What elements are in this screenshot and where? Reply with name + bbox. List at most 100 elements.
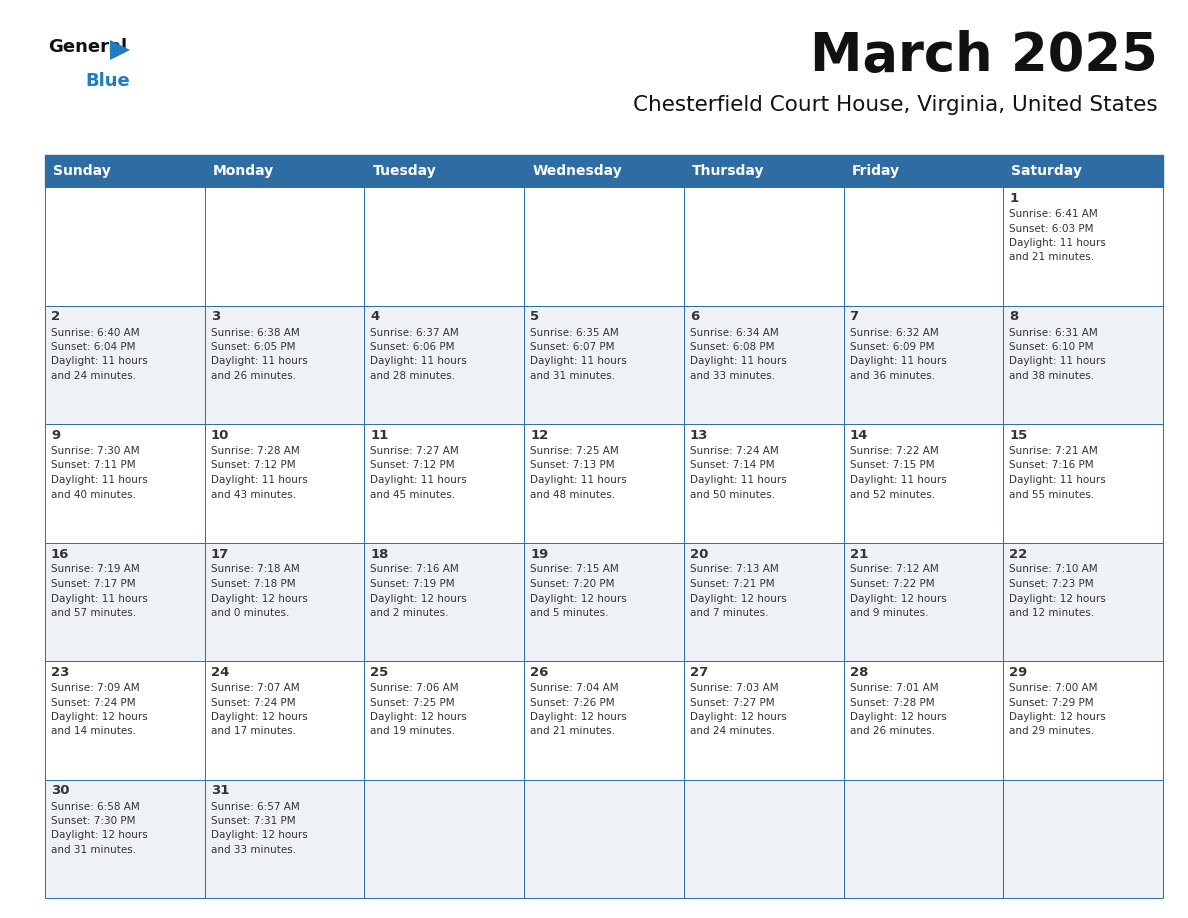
Text: Sunset: 7:18 PM: Sunset: 7:18 PM bbox=[210, 579, 296, 589]
Text: 10: 10 bbox=[210, 429, 229, 442]
Text: and 50 minutes.: and 50 minutes. bbox=[690, 489, 775, 499]
Bar bbox=[843, 424, 1004, 543]
Text: and 48 minutes.: and 48 minutes. bbox=[530, 489, 615, 499]
Text: and 57 minutes.: and 57 minutes. bbox=[51, 608, 137, 618]
Bar bbox=[204, 187, 365, 306]
Text: Sunrise: 7:21 AM: Sunrise: 7:21 AM bbox=[1010, 446, 1098, 456]
Text: Sunrise: 6:37 AM: Sunrise: 6:37 AM bbox=[371, 328, 460, 338]
Text: Sunrise: 6:31 AM: Sunrise: 6:31 AM bbox=[1010, 328, 1098, 338]
Text: Sunrise: 7:01 AM: Sunrise: 7:01 AM bbox=[849, 683, 939, 693]
Text: Sunrise: 7:30 AM: Sunrise: 7:30 AM bbox=[51, 446, 140, 456]
Text: Daylight: 11 hours: Daylight: 11 hours bbox=[530, 475, 627, 485]
Bar bbox=[684, 779, 843, 898]
Text: 28: 28 bbox=[849, 666, 868, 679]
Text: Sunset: 6:08 PM: Sunset: 6:08 PM bbox=[690, 342, 775, 352]
Text: Sunset: 7:16 PM: Sunset: 7:16 PM bbox=[1010, 461, 1094, 471]
Text: Sunset: 7:21 PM: Sunset: 7:21 PM bbox=[690, 579, 775, 589]
Text: Sunrise: 6:32 AM: Sunrise: 6:32 AM bbox=[849, 328, 939, 338]
Text: 11: 11 bbox=[371, 429, 388, 442]
Text: Sunday: Sunday bbox=[53, 164, 110, 178]
Bar bbox=[684, 187, 843, 306]
Text: Sunset: 7:17 PM: Sunset: 7:17 PM bbox=[51, 579, 135, 589]
Bar bbox=[843, 155, 1004, 187]
Text: and 43 minutes.: and 43 minutes. bbox=[210, 489, 296, 499]
Text: 19: 19 bbox=[530, 547, 549, 561]
Text: Sunrise: 6:34 AM: Sunrise: 6:34 AM bbox=[690, 328, 778, 338]
Text: Sunrise: 7:00 AM: Sunrise: 7:00 AM bbox=[1010, 683, 1098, 693]
Text: Blue: Blue bbox=[86, 72, 129, 90]
Text: and 33 minutes.: and 33 minutes. bbox=[690, 371, 775, 381]
Bar bbox=[524, 424, 684, 543]
Text: 12: 12 bbox=[530, 429, 549, 442]
Text: Sunset: 6:10 PM: Sunset: 6:10 PM bbox=[1010, 342, 1094, 352]
Bar bbox=[524, 661, 684, 779]
Polygon shape bbox=[110, 40, 129, 60]
Text: and 52 minutes.: and 52 minutes. bbox=[849, 489, 935, 499]
Text: 31: 31 bbox=[210, 785, 229, 798]
Text: 26: 26 bbox=[530, 666, 549, 679]
Bar bbox=[684, 306, 843, 424]
Text: Sunrise: 7:16 AM: Sunrise: 7:16 AM bbox=[371, 565, 460, 575]
Text: and 24 minutes.: and 24 minutes. bbox=[690, 726, 775, 736]
Text: 7: 7 bbox=[849, 310, 859, 323]
Bar bbox=[45, 187, 204, 306]
Text: Sunset: 6:05 PM: Sunset: 6:05 PM bbox=[210, 342, 295, 352]
Bar bbox=[843, 543, 1004, 661]
Bar bbox=[843, 661, 1004, 779]
Text: Sunrise: 7:27 AM: Sunrise: 7:27 AM bbox=[371, 446, 460, 456]
Text: and 19 minutes.: and 19 minutes. bbox=[371, 726, 455, 736]
Text: Sunset: 7:20 PM: Sunset: 7:20 PM bbox=[530, 579, 614, 589]
Bar bbox=[1004, 187, 1163, 306]
Text: Sunset: 7:14 PM: Sunset: 7:14 PM bbox=[690, 461, 775, 471]
Text: Daylight: 12 hours: Daylight: 12 hours bbox=[51, 831, 147, 841]
Text: Sunset: 7:13 PM: Sunset: 7:13 PM bbox=[530, 461, 614, 471]
Text: 27: 27 bbox=[690, 666, 708, 679]
Text: and 9 minutes.: and 9 minutes. bbox=[849, 608, 928, 618]
Text: Sunrise: 7:28 AM: Sunrise: 7:28 AM bbox=[210, 446, 299, 456]
Text: 3: 3 bbox=[210, 310, 220, 323]
Bar bbox=[365, 779, 524, 898]
Bar bbox=[45, 155, 204, 187]
Bar bbox=[1004, 779, 1163, 898]
Text: 22: 22 bbox=[1010, 547, 1028, 561]
Bar bbox=[684, 424, 843, 543]
Text: and 24 minutes.: and 24 minutes. bbox=[51, 371, 137, 381]
Text: and 31 minutes.: and 31 minutes. bbox=[530, 371, 615, 381]
Text: and 21 minutes.: and 21 minutes. bbox=[1010, 252, 1094, 263]
Text: and 17 minutes.: and 17 minutes. bbox=[210, 726, 296, 736]
Bar bbox=[45, 661, 204, 779]
Bar bbox=[45, 306, 204, 424]
Text: Daylight: 11 hours: Daylight: 11 hours bbox=[371, 475, 467, 485]
Text: Sunrise: 7:10 AM: Sunrise: 7:10 AM bbox=[1010, 565, 1098, 575]
Text: and 38 minutes.: and 38 minutes. bbox=[1010, 371, 1094, 381]
Text: Sunset: 7:25 PM: Sunset: 7:25 PM bbox=[371, 698, 455, 708]
Bar bbox=[843, 306, 1004, 424]
Text: Sunset: 7:19 PM: Sunset: 7:19 PM bbox=[371, 579, 455, 589]
Text: Daylight: 12 hours: Daylight: 12 hours bbox=[210, 712, 308, 722]
Text: and 36 minutes.: and 36 minutes. bbox=[849, 371, 935, 381]
Text: Sunset: 7:12 PM: Sunset: 7:12 PM bbox=[210, 461, 296, 471]
Text: Sunset: 6:04 PM: Sunset: 6:04 PM bbox=[51, 342, 135, 352]
Text: Daylight: 12 hours: Daylight: 12 hours bbox=[1010, 712, 1106, 722]
Text: Sunset: 7:15 PM: Sunset: 7:15 PM bbox=[849, 461, 934, 471]
Bar bbox=[204, 661, 365, 779]
Text: Daylight: 12 hours: Daylight: 12 hours bbox=[371, 594, 467, 603]
Bar bbox=[524, 779, 684, 898]
Text: General: General bbox=[48, 38, 127, 56]
Text: 2: 2 bbox=[51, 310, 61, 323]
Text: Daylight: 12 hours: Daylight: 12 hours bbox=[849, 594, 947, 603]
Text: Tuesday: Tuesday bbox=[372, 164, 436, 178]
Text: Sunset: 7:22 PM: Sunset: 7:22 PM bbox=[849, 579, 934, 589]
Text: Sunrise: 7:24 AM: Sunrise: 7:24 AM bbox=[690, 446, 778, 456]
Text: Daylight: 12 hours: Daylight: 12 hours bbox=[51, 712, 147, 722]
Text: Daylight: 11 hours: Daylight: 11 hours bbox=[371, 356, 467, 366]
Text: Sunrise: 6:57 AM: Sunrise: 6:57 AM bbox=[210, 801, 299, 812]
Text: and 26 minutes.: and 26 minutes. bbox=[849, 726, 935, 736]
Bar bbox=[45, 543, 204, 661]
Bar bbox=[684, 661, 843, 779]
Bar bbox=[1004, 424, 1163, 543]
Text: Saturday: Saturday bbox=[1011, 164, 1082, 178]
Text: and 55 minutes.: and 55 minutes. bbox=[1010, 489, 1094, 499]
Text: 4: 4 bbox=[371, 310, 380, 323]
Text: Daylight: 12 hours: Daylight: 12 hours bbox=[210, 831, 308, 841]
